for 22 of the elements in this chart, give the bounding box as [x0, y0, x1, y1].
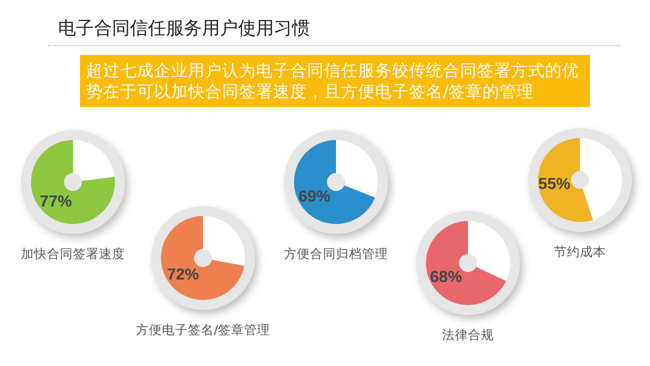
- data-label: 72%: [166, 266, 199, 284]
- data-label: 68%: [430, 268, 462, 286]
- text: 节约成本: [554, 244, 606, 259]
- donut-slice: [294, 140, 376, 224]
- data-label: 77%: [40, 194, 72, 211]
- donut-slice: [73, 140, 115, 181]
- donut-slice: [538, 138, 593, 222]
- donut-slice: [203, 216, 245, 266]
- donut-slice: [31, 140, 115, 224]
- text: 方便合同归档管理: [284, 246, 388, 261]
- text: 超过七成企业用户认为电子合同信任服务较传统合同签署方式的优势在于可以加快合同签署速度，且方便电子签名/签章的管理: [80, 55, 590, 107]
- text: 法律合规: [442, 327, 494, 342]
- data-label: 55%: [538, 176, 570, 194]
- donut-slice: [336, 140, 378, 198]
- donut-slice: [580, 138, 622, 220]
- donut-slice: [161, 216, 244, 300]
- data-label: 69%: [298, 188, 331, 206]
- text: 加快合同签署速度: [21, 246, 125, 261]
- donut-slice: [468, 221, 510, 281]
- donut-slice: [426, 221, 506, 305]
- text: 电子合同信任服务用户使用习惯: [58, 17, 310, 40]
- text: 方便电子签名/签章管理: [136, 322, 270, 337]
